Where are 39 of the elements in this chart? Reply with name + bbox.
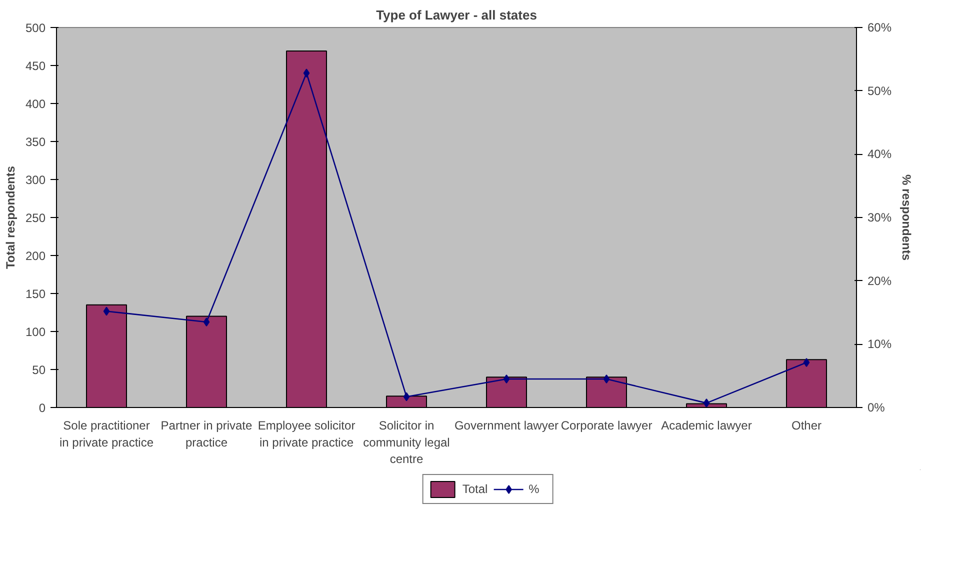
y-tick-label: 200 bbox=[25, 249, 46, 263]
y2-tick-label: 60% bbox=[868, 20, 892, 34]
y-tick-label: 0 bbox=[38, 401, 46, 415]
point bbox=[403, 392, 410, 402]
y-axis-title: Total respondents bbox=[3, 166, 18, 270]
point bbox=[603, 374, 610, 384]
point bbox=[803, 358, 810, 368]
point bbox=[503, 374, 510, 384]
x-tick-label: Employee solicitor in private practice bbox=[258, 418, 356, 450]
x-tick-label: Solicitor in community legal centre bbox=[363, 418, 450, 466]
y2-tick-label: 30% bbox=[868, 210, 892, 224]
point bbox=[103, 306, 110, 316]
y-tick-label: 350 bbox=[25, 135, 46, 149]
point bbox=[703, 398, 710, 408]
y-tick-label: 250 bbox=[25, 211, 46, 225]
y-tick-label: 450 bbox=[25, 59, 46, 73]
y-tick-label: 500 bbox=[25, 21, 46, 35]
y-tick-label: 400 bbox=[25, 97, 46, 111]
y-tick-label: 100 bbox=[25, 325, 46, 339]
y-tick-label: 150 bbox=[25, 287, 46, 301]
legend-label: % bbox=[528, 482, 540, 496]
y2-tick-label: 50% bbox=[868, 84, 892, 98]
x-tick-label: Government lawyer bbox=[454, 418, 559, 432]
y2-tick-label: 0% bbox=[868, 400, 886, 414]
chart-title: Type of Lawyer - all states bbox=[376, 8, 537, 22]
y2-tick-label: 10% bbox=[868, 337, 892, 352]
y2-tick-label: 20% bbox=[868, 274, 892, 288]
x-tick-label: Other bbox=[791, 418, 822, 432]
x-tick-label: Corporate lawyer bbox=[560, 418, 652, 432]
x-tick-label: Partner in private practice bbox=[160, 418, 253, 450]
x-tick-label: Academic lawyer bbox=[661, 418, 752, 432]
x-tick-label: Sole practitioner in private practice bbox=[59, 418, 154, 450]
point bbox=[303, 68, 310, 78]
y-tick-label: 300 bbox=[25, 173, 46, 187]
legend-label: Total bbox=[462, 482, 488, 496]
y-tick-label: 50 bbox=[32, 363, 46, 377]
point bbox=[203, 318, 210, 326]
y2-axis-title: % respondents bbox=[900, 174, 914, 261]
y2-tick-label: 40% bbox=[868, 147, 892, 162]
